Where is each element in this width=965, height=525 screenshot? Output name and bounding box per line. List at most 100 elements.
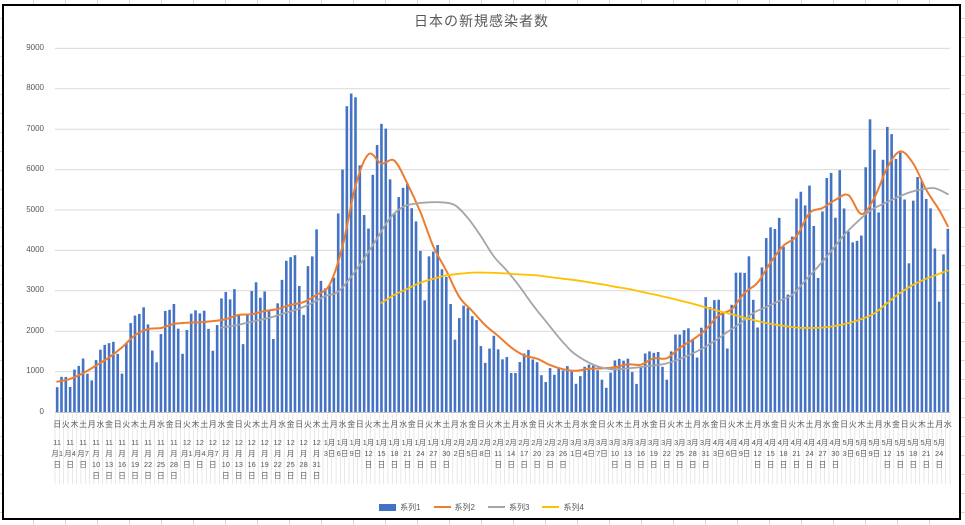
x-weekday-label: 火	[546, 420, 555, 429]
x-weekday-label: 火	[606, 420, 615, 429]
x-weekday-label: 木	[494, 420, 503, 429]
x-weekday-label: 土	[79, 420, 88, 429]
x-date-label: 12 月 10 日	[221, 438, 230, 480]
x-weekday-label: 月	[632, 420, 641, 429]
y-tick-label: 3000	[26, 285, 44, 295]
x-weekday-label: 土	[866, 420, 874, 429]
x-weekday-label: 水	[399, 420, 408, 429]
x-weekday-label: 木	[252, 420, 261, 429]
y-tick-label: 5000	[26, 204, 44, 214]
x-weekday-label: 日	[658, 420, 667, 429]
chart-title[interactable]: 日本の新規感染者数	[414, 13, 549, 29]
x-weekday-label: 月	[572, 420, 580, 429]
x-weekday-label: 金	[892, 420, 900, 429]
legend[interactable]: 系列1 系列2 系列3 系列4	[2, 500, 961, 514]
x-weekday-label: 日	[234, 420, 243, 429]
x-weekday-label: 月	[693, 420, 702, 429]
x-weekday-label: 日	[113, 420, 122, 429]
x-date-label: 4月 18 日	[777, 438, 790, 469]
x-date-label: 11 月4 日	[64, 438, 76, 469]
legend-label: 系列4	[563, 502, 584, 512]
x-weekday-label: 木	[70, 420, 79, 429]
x-date-label: 2月 20 日	[531, 438, 543, 469]
x-weekday-label: 金	[589, 420, 598, 429]
x-weekday-label: 水	[701, 420, 710, 429]
x-date-label: 3月 22 日	[660, 438, 673, 469]
x-weekday-label: 水	[641, 420, 650, 429]
x-weekday-label: 水	[217, 420, 226, 429]
x-date-label: 12 月 16 日	[247, 438, 256, 480]
x-weekday-label: 月	[148, 420, 157, 429]
x-weekday-label: 日	[900, 420, 909, 429]
x-weekday-label: 月	[935, 420, 944, 429]
x-date-label: 1月 27 日	[427, 438, 440, 469]
x-weekday-label: 金	[831, 420, 840, 429]
legend-item-系列3[interactable]: 系列3	[488, 502, 529, 513]
x-date-label: 4月 21 日	[790, 438, 803, 469]
x-weekday-label: 木	[675, 420, 684, 429]
x-weekday-label: 水	[822, 420, 831, 429]
x-weekday-label: 月	[87, 420, 96, 429]
x-weekday-label: 火	[303, 420, 312, 429]
x-weekday-label: 日	[779, 420, 788, 429]
x-weekday-label: 火	[364, 420, 373, 429]
legend-item-系列4[interactable]: 系列4	[542, 502, 584, 513]
x-date-label: 5月 12 日	[881, 438, 894, 469]
x-weekday-label: 水	[762, 420, 771, 429]
x-date-label: 1月 9日	[349, 438, 362, 458]
legend-item-系列2[interactable]: 系列2	[433, 502, 475, 513]
x-weekday-label: 日	[295, 420, 304, 429]
x-weekday-label: 木	[736, 420, 745, 429]
x-weekday-label: 火	[243, 420, 252, 429]
y-tick-label: 6000	[26, 164, 44, 174]
x-weekday-label: 火	[667, 420, 676, 429]
x-date-label: 3月 16 日	[635, 438, 647, 469]
x-date-label: 2月 23 日	[544, 438, 556, 469]
legend-label: 系列2	[454, 502, 475, 512]
x-weekday-label: 火	[182, 420, 191, 429]
excel-gridlines-top	[2, 0, 961, 4]
x-weekday-label: 月	[269, 420, 278, 429]
x-date-label: 11 月 13 日	[104, 438, 114, 480]
x-weekday-label: 火	[122, 420, 131, 429]
x-date-label: 3月 28 日	[686, 438, 699, 469]
x-date-label: 2月 2日	[453, 438, 466, 458]
x-weekday-label: 金	[105, 420, 113, 429]
y-tick-label: 9000	[26, 42, 44, 52]
x-date-label: 1月 21 日	[401, 438, 414, 469]
x-date-label: 2月 8日	[479, 438, 492, 458]
x-date-label: 4月 9日	[738, 438, 751, 458]
x-weekday-label: 火	[788, 420, 797, 429]
x-weekday-label: 木	[615, 420, 624, 429]
x-weekday-label: 土	[926, 420, 935, 429]
x-date-label: 11 月 25 日	[156, 438, 166, 480]
x-weekday-label: 土	[321, 420, 330, 429]
legend-line-swatch	[542, 505, 560, 509]
x-date-label: 5月 3日	[842, 438, 855, 458]
y-tick-label: 0	[39, 406, 44, 416]
x-date-label: 11 月 28 日	[169, 438, 179, 480]
x-weekday-label: 水	[580, 420, 589, 429]
x-date-label: 12 月1 日	[181, 438, 193, 469]
x-weekday-label: 金	[407, 420, 416, 429]
x-date-label: 12 月4 日	[193, 438, 206, 469]
x-weekday-label: 火	[848, 420, 857, 429]
x-weekday-label: 土	[744, 420, 753, 429]
x-weekday-label: 日	[476, 420, 485, 429]
x-date-label: 2月 11 日	[492, 438, 505, 469]
x-date-label: 12 月 28 日	[299, 438, 308, 480]
x-weekday-label: 土	[502, 420, 511, 429]
x-weekday-label: 月	[753, 420, 762, 429]
x-weekday-label: 日	[53, 420, 62, 429]
x-date-label: 5月 6日	[855, 438, 868, 458]
legend-item-系列1[interactable]: 系列1	[379, 502, 421, 513]
x-date-label: 1月 3日	[323, 438, 336, 458]
x-weekday-label: 火	[425, 420, 433, 429]
x-weekday-label: 金	[528, 420, 537, 429]
x-weekday-label: 水	[96, 420, 105, 429]
x-date-label: 4月 12 日	[751, 438, 764, 469]
x-date-label: 1月 24 日	[414, 438, 427, 469]
x-weekday-label: 木	[373, 420, 382, 429]
excel-gridlines-bottom	[2, 520, 961, 525]
x-weekday-label: 木	[131, 420, 139, 429]
